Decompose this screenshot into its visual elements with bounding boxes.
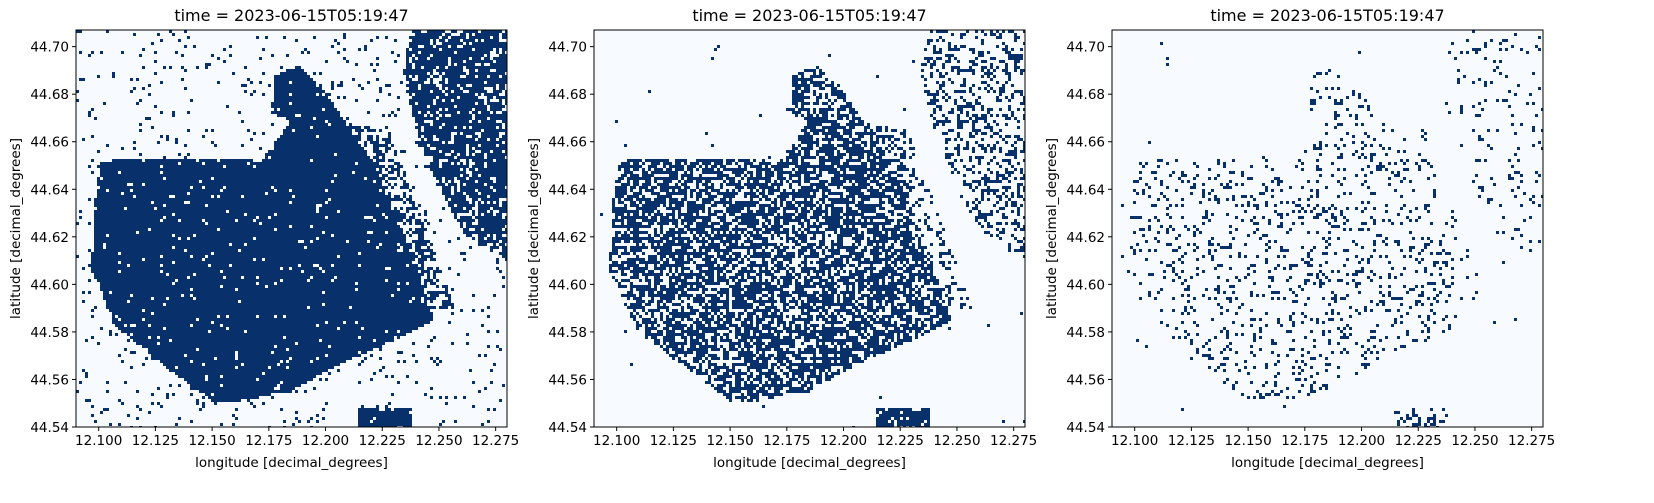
x-tick-label: 12.100 bbox=[1111, 433, 1158, 449]
x-tick-label: 12.200 bbox=[1338, 433, 1385, 449]
y-tick-label: 44.54 bbox=[1066, 420, 1105, 436]
x-tick-label: 12.150 bbox=[188, 433, 235, 449]
y-tick-label: 44.58 bbox=[1066, 325, 1105, 341]
x-tick-label: 12.250 bbox=[933, 433, 980, 449]
x-tick-label: 12.275 bbox=[990, 433, 1037, 449]
y-tick-label: 44.62 bbox=[548, 230, 587, 246]
panel-title: time = 2023-06-15T05:19:47 bbox=[692, 6, 926, 25]
y-tick-label: 44.54 bbox=[30, 420, 69, 436]
x-tick-label: 12.250 bbox=[415, 433, 462, 449]
x-tick-label: 12.225 bbox=[359, 433, 406, 449]
y-tick-label: 44.66 bbox=[30, 135, 69, 151]
y-tick-label: 44.68 bbox=[1066, 87, 1105, 103]
y-tick-label: 44.62 bbox=[30, 230, 69, 246]
x-tick-label: 12.200 bbox=[820, 433, 867, 449]
y-tick-label: 44.70 bbox=[1066, 40, 1105, 56]
y-tick-label: 44.56 bbox=[1066, 372, 1105, 388]
y-tick-label: 44.68 bbox=[548, 87, 587, 103]
y-tick-label: 44.68 bbox=[30, 87, 69, 103]
y-tick-label: 44.66 bbox=[1066, 135, 1105, 151]
plot-frame bbox=[1111, 29, 1544, 428]
x-tick-label: 12.275 bbox=[472, 433, 519, 449]
plot-area bbox=[1112, 30, 1543, 427]
y-tick-label: 44.58 bbox=[548, 325, 587, 341]
x-tick-label: 12.100 bbox=[593, 433, 640, 449]
x-tick-label: 12.275 bbox=[1508, 433, 1555, 449]
x-axis-label: longitude [decimal_degrees] bbox=[713, 455, 906, 471]
x-tick-label: 12.225 bbox=[877, 433, 924, 449]
water-pixels bbox=[600, 30, 1025, 427]
panel-1: time = 2023-06-15T05:19:47 12.100 12.125 12… bbox=[8, 6, 519, 471]
x-axis-label: longitude [decimal_degrees] bbox=[195, 455, 388, 471]
water-mask-raster bbox=[76, 30, 507, 427]
plot-frame bbox=[75, 29, 508, 428]
y-tick-label: 44.64 bbox=[30, 182, 69, 198]
y-tick-label: 44.62 bbox=[1066, 230, 1105, 246]
y-tick-label: 44.56 bbox=[30, 372, 69, 388]
x-tick-label: 12.125 bbox=[650, 433, 697, 449]
x-tick-label: 12.175 bbox=[1281, 433, 1328, 449]
y-tick-label: 44.60 bbox=[30, 277, 69, 293]
x-tick-label: 12.150 bbox=[1224, 433, 1271, 449]
x-tick-label: 12.125 bbox=[1168, 433, 1215, 449]
x-tick-label: 12.125 bbox=[132, 433, 179, 449]
y-tick-label: 44.70 bbox=[30, 40, 69, 56]
y-tick-label: 44.60 bbox=[1066, 277, 1105, 293]
x-tick-label: 12.100 bbox=[75, 433, 122, 449]
y-axis-label: latitude [decimal_degrees] bbox=[526, 138, 542, 319]
y-tick-label: 44.60 bbox=[548, 277, 587, 293]
x-tick-label: 12.250 bbox=[1451, 433, 1498, 449]
y-tick-label: 44.70 bbox=[548, 40, 587, 56]
x-tick-label: 12.175 bbox=[763, 433, 810, 449]
x-tick-label: 12.175 bbox=[245, 433, 292, 449]
panel-3: time = 2023-06-15T05:19:47 12.100 12.125 12… bbox=[1044, 6, 1555, 471]
panel-2: time = 2023-06-15T05:19:47 12.100 12.125 12… bbox=[526, 6, 1037, 471]
y-tick-label: 44.66 bbox=[548, 135, 587, 151]
x-tick-label: 12.200 bbox=[302, 433, 349, 449]
y-tick-label: 44.54 bbox=[548, 420, 587, 436]
water-mask-raster bbox=[600, 30, 1025, 427]
plot-frame bbox=[593, 29, 1026, 428]
x-tick-label: 12.225 bbox=[1395, 433, 1442, 449]
y-tick-label: 44.64 bbox=[548, 182, 587, 198]
x-axis-label: longitude [decimal_degrees] bbox=[1231, 455, 1424, 471]
panel-title: time = 2023-06-15T05:19:47 bbox=[1210, 6, 1444, 25]
water-pixels bbox=[76, 30, 507, 427]
x-tick-label: 12.150 bbox=[706, 433, 753, 449]
y-axis-label: latitude [decimal_degrees] bbox=[8, 138, 24, 319]
y-tick-label: 44.64 bbox=[1066, 182, 1105, 198]
panel-title: time = 2023-06-15T05:19:47 bbox=[174, 6, 408, 25]
y-axis-label: latitude [decimal_degrees] bbox=[1044, 138, 1060, 319]
y-tick-label: 44.56 bbox=[548, 372, 587, 388]
y-tick-label: 44.58 bbox=[30, 325, 69, 341]
